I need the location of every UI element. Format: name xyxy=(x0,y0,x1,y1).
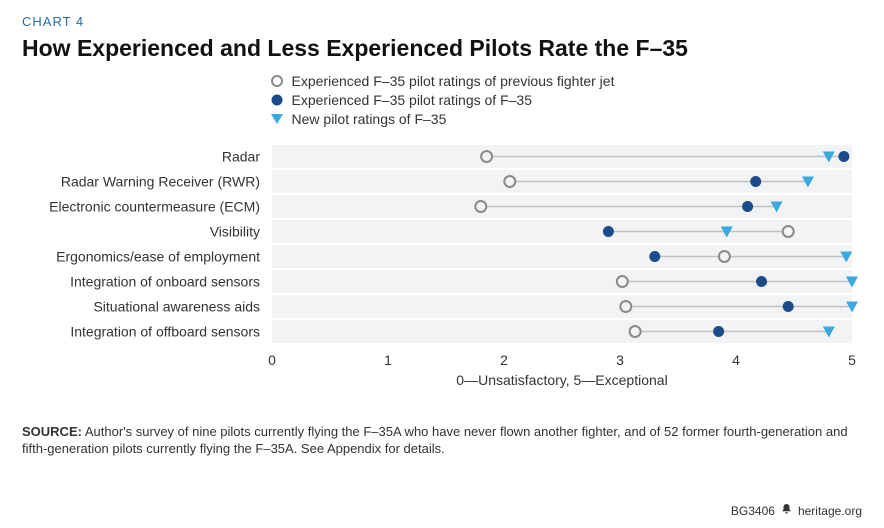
bell-icon xyxy=(781,503,792,518)
svg-text:Integration of onboard sensors: Integration of onboard sensors xyxy=(70,273,260,289)
chart-title: How Experienced and Less Experienced Pil… xyxy=(22,35,862,62)
plot-svg: Radar Radar Warning Receiver (RWR) Electro… xyxy=(22,137,862,407)
svg-text:5: 5 xyxy=(848,352,856,368)
source-note: SOURCE: Author's survey of nine pilots c… xyxy=(22,423,862,458)
svg-text:Ergonomics/ease of employment: Ergonomics/ease of employment xyxy=(56,248,260,264)
source-text: Author's survey of nine pilots currently… xyxy=(22,424,848,457)
svg-text:4: 4 xyxy=(732,352,740,368)
legend-item: Experienced F–35 pilot ratings of F–35 xyxy=(270,91,532,110)
svg-text:0: 0 xyxy=(268,352,276,368)
svg-text:Electronic countermeasure (ECM: Electronic countermeasure (ECM) xyxy=(49,198,260,214)
legend-item: New pilot ratings of F–35 xyxy=(270,110,447,129)
svg-text:0—Unsatisfactory, 5—Exceptiona: 0—Unsatisfactory, 5—Exceptional xyxy=(456,372,667,388)
svg-text:Radar Warning Receiver (RWR): Radar Warning Receiver (RWR) xyxy=(61,173,260,189)
legend-label: Experienced F–35 pilot ratings of F–35 xyxy=(292,91,532,110)
doc-code: BG3406 xyxy=(731,504,775,518)
legend-label: Experienced F–35 pilot ratings of previo… xyxy=(292,72,615,91)
svg-text:Visibility: Visibility xyxy=(210,223,260,239)
filled-circle-icon xyxy=(270,93,284,107)
svg-text:Situational awareness aids: Situational awareness aids xyxy=(93,298,260,314)
legend-item: Experienced F–35 pilot ratings of previo… xyxy=(270,72,615,91)
footer-site: heritage.org xyxy=(798,504,862,518)
footer: BG3406 heritage.org xyxy=(731,503,862,518)
legend: Experienced F–35 pilot ratings of previo… xyxy=(270,72,615,129)
svg-text:1: 1 xyxy=(384,352,392,368)
svg-text:2: 2 xyxy=(500,352,508,368)
triangle-icon xyxy=(270,112,284,126)
source-label: SOURCE: xyxy=(22,424,82,439)
chart-number-label: CHART 4 xyxy=(22,14,862,29)
chart-plot: Radar Radar Warning Receiver (RWR) Electro… xyxy=(22,137,862,407)
svg-text:Integration of offboard sensor: Integration of offboard sensors xyxy=(70,323,260,339)
svg-text:3: 3 xyxy=(616,352,624,368)
svg-text:Radar: Radar xyxy=(222,148,260,164)
open-circle-icon xyxy=(270,74,284,88)
legend-label: New pilot ratings of F–35 xyxy=(292,110,447,129)
